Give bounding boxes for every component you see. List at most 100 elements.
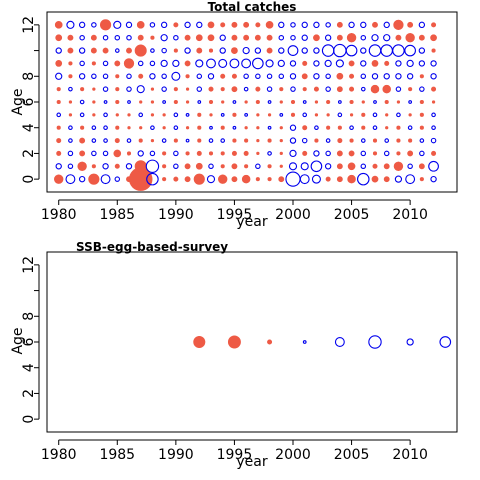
positive-residual-bubble [314, 100, 319, 104]
positive-residual-bubble [431, 100, 436, 104]
positive-residual-bubble [279, 87, 284, 92]
positive-residual-bubble [371, 60, 379, 67]
positive-residual-bubble [396, 138, 401, 143]
negative-residual-bubble [394, 175, 403, 183]
negative-residual-bubble [357, 172, 370, 186]
negative-residual-bubble [114, 34, 121, 41]
negative-residual-bubble [79, 112, 85, 118]
negative-residual-bubble [173, 112, 179, 118]
positive-residual-bubble [231, 21, 238, 28]
positive-residual-bubble [393, 161, 404, 171]
positive-residual-bubble [243, 34, 250, 41]
positive-residual-bubble [173, 87, 178, 92]
negative-residual-bubble [149, 22, 156, 28]
negative-residual-bubble [301, 21, 308, 29]
positive-residual-bubble [382, 84, 391, 94]
negative-residual-bubble [300, 162, 309, 171]
positive-residual-bubble [137, 34, 144, 41]
positive-residual-bubble [256, 138, 260, 143]
positive-residual-bubble [349, 73, 355, 79]
negative-residual-bubble [395, 86, 402, 92]
positive-residual-bubble [244, 100, 248, 104]
positive-residual-bubble [114, 138, 120, 144]
positive-residual-bubble [383, 163, 390, 170]
positive-residual-bubble [431, 48, 436, 53]
negative-residual-bubble [173, 150, 179, 157]
negative-residual-bubble [171, 71, 181, 81]
negative-residual-bubble [137, 150, 144, 157]
negative-residual-bubble [126, 86, 132, 92]
positive-residual-bubble [115, 113, 119, 117]
positive-residual-bubble [193, 173, 205, 185]
negative-residual-bubble [102, 150, 109, 157]
positive-residual-bubble [337, 125, 342, 130]
negative-residual-bubble [337, 100, 342, 104]
chart-title-ssb-egg-survey: SSB-egg-based-survey [76, 240, 228, 254]
negative-residual-bubble [383, 34, 391, 42]
positive-residual-bubble [115, 125, 120, 130]
negative-residual-bubble [372, 112, 378, 118]
y-tick-label: 4 [21, 123, 37, 132]
negative-residual-bubble [125, 163, 133, 170]
positive-residual-bubble [419, 74, 424, 79]
positive-residual-bubble [371, 175, 379, 183]
positive-residual-bubble [56, 138, 62, 144]
negative-residual-bubble [266, 86, 273, 92]
positive-residual-bubble [231, 163, 238, 170]
negative-residual-bubble [277, 59, 285, 68]
positive-residual-bubble [290, 112, 296, 117]
positive-residual-bubble [193, 335, 206, 349]
positive-residual-bubble [384, 60, 390, 66]
y-tick-label: 0 [21, 175, 37, 184]
positive-residual-bubble [162, 126, 166, 130]
positive-residual-bubble [347, 174, 356, 184]
positive-residual-bubble [102, 47, 109, 54]
negative-residual-bubble [241, 58, 252, 69]
negative-residual-bubble [301, 34, 308, 41]
positive-residual-bubble [55, 34, 63, 42]
x-tick-label: 1985 [99, 207, 135, 223]
negative-residual-bubble [278, 34, 285, 41]
negative-residual-bubble [302, 100, 307, 104]
positive-residual-bubble [255, 99, 260, 105]
negative-residual-bubble [255, 73, 261, 80]
negative-residual-bubble [395, 60, 402, 67]
positive-residual-bubble [372, 163, 378, 169]
y-axis-total-catches: 0 2 4 6 8 12 [21, 16, 40, 184]
positive-residual-bubble [254, 34, 261, 41]
positive-residual-bubble [267, 164, 272, 169]
positive-residual-bubble [54, 21, 63, 29]
x-tick-label: 1995 [217, 447, 253, 463]
positive-residual-bubble [255, 22, 261, 28]
negative-residual-bubble [160, 59, 168, 68]
positive-residual-bubble [301, 73, 308, 80]
negative-residual-bubble [243, 86, 249, 92]
negative-residual-bubble [407, 125, 413, 131]
negative-residual-bubble [349, 125, 354, 131]
negative-residual-bubble [289, 60, 297, 67]
negative-residual-bubble [185, 112, 190, 117]
negative-residual-bubble [138, 112, 144, 118]
negative-residual-bubble [279, 112, 284, 117]
positive-residual-bubble [244, 126, 248, 130]
positive-residual-bubble [79, 137, 86, 144]
positive-residual-bubble [88, 173, 100, 185]
positive-residual-bubble [349, 138, 354, 143]
positive-residual-bubble [185, 74, 190, 79]
negative-residual-bubble [78, 47, 86, 54]
negative-residual-bubble [418, 47, 426, 54]
positive-residual-bubble [56, 150, 62, 156]
negative-residual-bubble [149, 73, 156, 80]
negative-residual-bubble [325, 22, 331, 28]
negative-residual-bubble [125, 21, 133, 29]
plot-frame-ssb-egg-survey [46, 251, 458, 433]
negative-residual-bubble [313, 60, 320, 67]
positive-residual-bubble [196, 150, 202, 156]
negative-residual-bubble [91, 150, 97, 157]
positive-residual-bubble [91, 61, 96, 66]
negative-residual-bubble [55, 72, 63, 80]
positive-residual-bubble [139, 100, 143, 104]
negative-residual-bubble [325, 86, 331, 92]
positive-residual-bubble [407, 150, 414, 157]
positive-residual-bubble [80, 125, 85, 130]
